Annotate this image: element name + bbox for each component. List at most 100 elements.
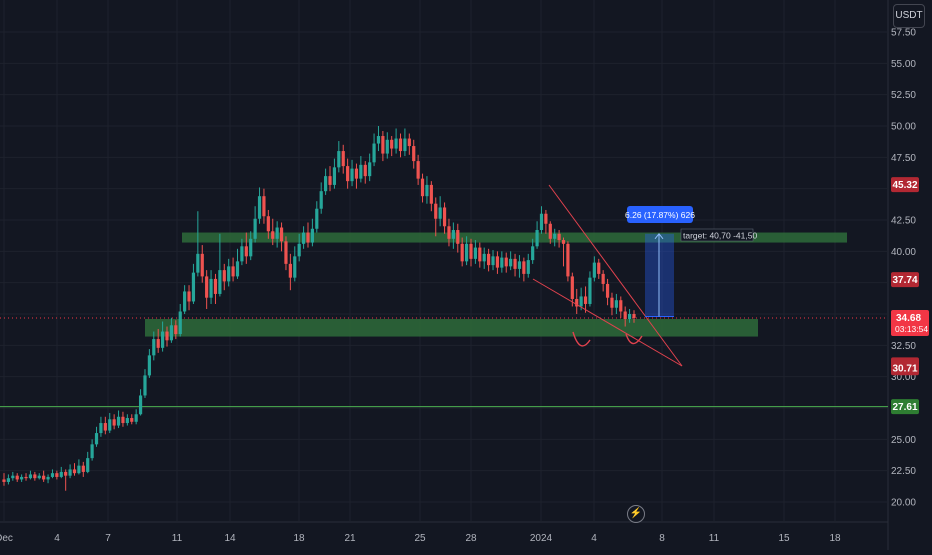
candle-body: [513, 258, 517, 269]
currency-button[interactable]: USDT: [893, 4, 925, 28]
candle-body: [390, 139, 394, 149]
x-tick-label: 28: [465, 533, 477, 544]
candle-body: [557, 233, 561, 241]
candle-body: [116, 416, 121, 426]
candle-body: [90, 444, 94, 459]
candle-body: [257, 196, 262, 219]
candle-body: [125, 418, 129, 424]
candle-body: [500, 257, 504, 268]
candle-body: [205, 276, 209, 298]
candle-body: [218, 270, 222, 294]
candle-body: [33, 474, 37, 479]
candle-body: [262, 196, 266, 217]
x-tick-label: 8: [659, 533, 665, 544]
candle-body: [341, 151, 345, 167]
candle-body: [174, 325, 178, 335]
y-tick-label: 25.00: [891, 435, 916, 446]
candle-body: [169, 325, 174, 341]
x-tick-label: 4: [54, 533, 60, 544]
y-tick-label: 32.50: [891, 341, 916, 352]
y-tick-label: 57.50: [891, 28, 916, 39]
x-tick-label: 11: [172, 533, 183, 544]
candle-body: [469, 243, 473, 259]
flash-icon[interactable]: ⚡: [627, 505, 645, 523]
measure-arrow-head: [654, 232, 664, 240]
candle-body: [337, 151, 341, 168]
candle-body: [130, 418, 134, 422]
candle-body: [447, 226, 451, 239]
candle-body: [152, 339, 156, 356]
current-price-tag-bg: [891, 310, 929, 337]
candle-body: [240, 246, 244, 262]
candle-body: [416, 161, 420, 179]
candle-body: [601, 273, 605, 284]
candle-body: [275, 227, 279, 239]
candle-body: [42, 475, 46, 480]
candle-body: [434, 203, 438, 219]
candle-body: [50, 473, 55, 477]
candle-body: [570, 276, 574, 299]
candle-body: [64, 471, 68, 476]
candle-body: [178, 311, 182, 335]
candle-body: [464, 243, 469, 262]
candle-body: [2, 479, 6, 482]
candle-body: [222, 270, 226, 282]
candle-body: [249, 238, 253, 257]
candle-body: [143, 375, 147, 396]
candle-body: [614, 300, 618, 308]
candle-body: [156, 339, 160, 348]
x-tick-label: 15: [778, 533, 790, 544]
wedge-lower-line: [532, 278, 683, 367]
price-tag-label: 37.74: [892, 275, 917, 286]
candle-body: [425, 184, 429, 197]
candle-body: [68, 469, 72, 476]
candle-body: [315, 208, 319, 229]
x-tick-label: Dec: [0, 533, 13, 544]
x-tick-label: 11: [709, 533, 720, 544]
candle-body: [328, 176, 332, 185]
candle-body: [579, 296, 583, 307]
candle-body: [306, 232, 310, 243]
x-tick-label: 25: [414, 533, 426, 544]
candle-body: [394, 138, 398, 149]
zones: [0, 232, 888, 408]
support-zone: [145, 319, 758, 337]
candle-body: [301, 232, 306, 244]
candle-body: [28, 474, 33, 479]
candle-body: [266, 216, 270, 232]
candle-body: [412, 146, 416, 162]
candle-body: [11, 475, 15, 479]
x-tick-label: 18: [829, 533, 841, 544]
candle-body: [235, 261, 240, 277]
x-tick-label: 21: [344, 533, 356, 544]
candle-body: [403, 138, 407, 152]
candle-body: [37, 475, 41, 479]
candles: [2, 126, 636, 491]
candle-body: [504, 257, 508, 267]
candle-body: [544, 213, 548, 224]
measure-label-bg: [627, 206, 693, 223]
candle-body: [99, 423, 103, 434]
candle-body: [478, 247, 482, 262]
candle-body: [451, 230, 455, 239]
candle-body: [332, 167, 337, 185]
candle-body: [271, 231, 275, 239]
candle-body: [284, 241, 288, 264]
candle-body: [187, 291, 191, 302]
candle-body: [592, 262, 596, 278]
y-tick-label: 55.00: [891, 59, 916, 70]
candle-body: [227, 266, 231, 282]
candle-body: [442, 207, 447, 227]
candle-body: [213, 278, 218, 294]
x-tick-label: 14: [224, 533, 236, 544]
candle-body: [619, 300, 623, 312]
candle-body: [610, 297, 614, 308]
candle-body: [288, 263, 292, 278]
candle-body: [385, 139, 389, 154]
candle-body: [209, 278, 213, 298]
candle-body: [293, 256, 297, 278]
candle-body: [183, 291, 187, 312]
y-tick-label: 30.00: [891, 372, 916, 383]
